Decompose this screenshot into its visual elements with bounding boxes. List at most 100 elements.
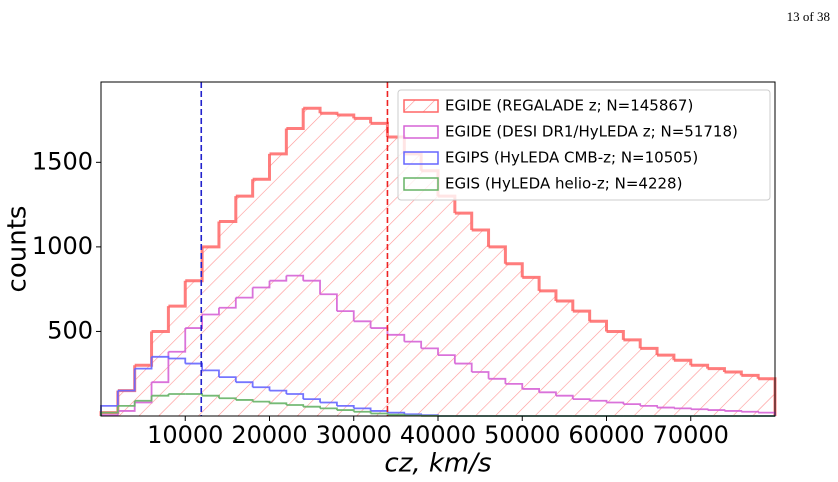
histogram-series: [99, 106, 777, 417]
hist-step: [657, 406, 675, 409]
x-tick-label: 20000: [231, 421, 307, 449]
hist-bar: [252, 179, 270, 416]
hist-bar: [235, 196, 253, 416]
hist-bar: [454, 213, 472, 416]
hist-step: [168, 357, 187, 364]
hist-bar: [218, 221, 236, 416]
hist-step: [555, 394, 574, 400]
hist-bar: [589, 321, 607, 416]
hist-step: [387, 413, 406, 416]
hist-step: [640, 346, 659, 356]
hist-bar: [488, 246, 506, 416]
hist-bar: [741, 375, 759, 416]
hist-step: [202, 221, 221, 249]
legend-label: EGIPS (HyLEDA CMB-z; N=10505): [445, 149, 698, 167]
hist-bar: [185, 280, 203, 416]
hist-step: [438, 354, 456, 364]
hist-step: [168, 328, 187, 353]
hist-bar: [168, 306, 186, 416]
hist-step: [286, 393, 305, 400]
hist-step: [286, 274, 305, 281]
hist-bar: [690, 365, 708, 416]
hist-step: [589, 319, 608, 332]
hist-step: [320, 401, 338, 406]
hist-bar: [353, 118, 371, 416]
hist-bar: [539, 290, 556, 416]
x-tick-label: 30000: [316, 421, 392, 449]
legend-swatch: [403, 151, 439, 165]
hist-step: [539, 391, 557, 396]
page-number: 13 of 38: [787, 9, 830, 24]
hist-step: [185, 362, 203, 371]
hist-step: [387, 333, 406, 342]
histogram-series: [100, 274, 776, 417]
hist-bar: [673, 360, 691, 416]
hist-bar: [269, 153, 287, 416]
hist-step: [252, 280, 271, 289]
hist-step: [707, 409, 726, 411]
hist-step: [303, 106, 322, 114]
hist-bar: [320, 113, 337, 417]
hist-bar: [758, 378, 775, 416]
x-tick-label: 60000: [568, 421, 644, 449]
hist-step: [202, 307, 220, 316]
hist-step: [117, 368, 136, 392]
hist-step: [572, 309, 592, 322]
hist-step: [252, 153, 271, 181]
legend-swatch: [403, 177, 439, 191]
hist-step: [320, 111, 339, 115]
hist-step: [505, 262, 524, 278]
hist-step: [117, 400, 136, 407]
y-tick-label: 1000: [32, 232, 93, 260]
hist-step: [134, 331, 154, 367]
hist-step: [539, 289, 558, 302]
hist-bar: [404, 153, 422, 416]
hist-step: [505, 382, 524, 389]
hist-step: [218, 196, 238, 224]
hist-step: [353, 320, 372, 329]
hist-step: [235, 381, 254, 388]
hist-step: [252, 386, 271, 391]
hist-step: [320, 293, 338, 312]
hist-step: [623, 338, 642, 349]
hist-step: [202, 369, 220, 378]
hist-step: [673, 407, 692, 410]
hist-step: [522, 275, 541, 291]
hist-step: [185, 314, 203, 329]
hist-bar: [522, 277, 540, 416]
y-tick-label: 500: [47, 316, 93, 344]
hist-bar: [117, 390, 135, 416]
hist-bar: [657, 355, 674, 416]
x-tick-label: 40000: [400, 421, 476, 449]
y-axis-label: counts: [3, 206, 33, 293]
hist-bar: [151, 331, 169, 416]
hist-bar: [640, 348, 658, 416]
hist-step: [454, 211, 474, 230]
hist-bar: [421, 170, 438, 416]
hist-step: [657, 353, 676, 361]
hist-bar: [555, 301, 573, 416]
hist-step: [673, 358, 693, 366]
hist-step: [555, 299, 575, 312]
hist-step: [269, 275, 288, 282]
hist-step: [690, 408, 709, 411]
legend-label: EGIDE (REGALADE z; N=145867): [445, 97, 693, 115]
hist-step: [168, 280, 187, 308]
hist-step: [134, 395, 153, 402]
hist-bar: [134, 365, 152, 416]
hist-step: [218, 297, 237, 309]
hist-step: [218, 376, 237, 383]
x-axis-label: cz, km/s: [384, 449, 491, 479]
hist-step: [117, 365, 137, 393]
hist-step: [151, 306, 170, 333]
legend-swatch: [403, 125, 439, 139]
y-tick-label: 1500: [32, 147, 93, 175]
hist-bar: [471, 229, 489, 416]
hist-step: [235, 179, 255, 198]
hist-step: [606, 329, 625, 340]
hist-step: [522, 388, 540, 393]
hist-step: [134, 356, 153, 370]
hist-bar: [336, 114, 354, 416]
hist-bar: [286, 128, 304, 416]
